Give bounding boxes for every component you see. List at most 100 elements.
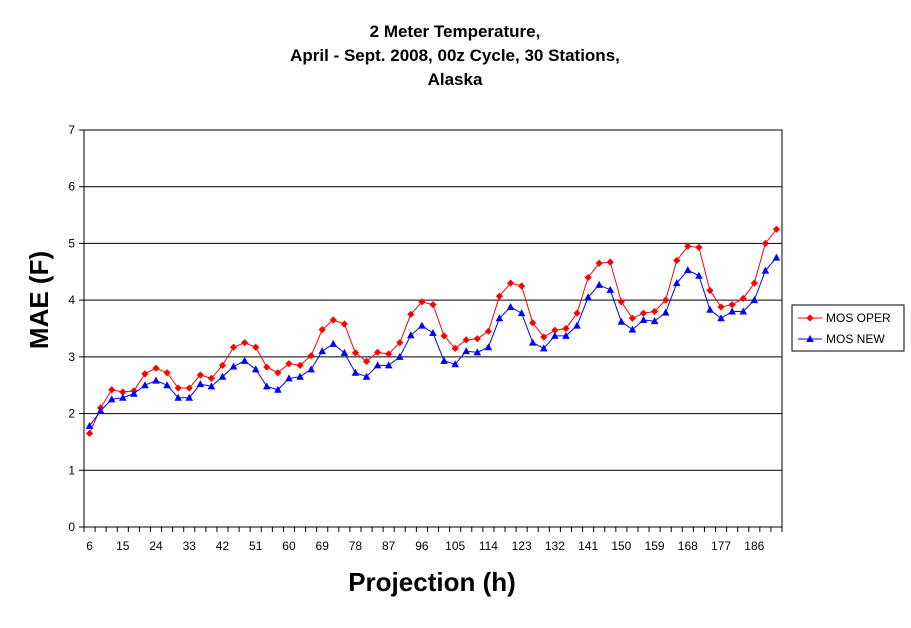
data-point-mos-new (307, 365, 315, 373)
y-tick-label: 3 (68, 350, 75, 364)
legend-swatch-marker (806, 314, 814, 322)
data-point-mos-oper (595, 259, 603, 267)
data-point-mos-new (207, 382, 216, 390)
data-point-mos-oper (385, 350, 393, 358)
data-point-mos-new (462, 347, 471, 355)
data-point-mos-new (174, 393, 182, 401)
x-tick-label: 186 (744, 539, 764, 553)
series-mos-oper (85, 225, 781, 438)
x-tick-label: 168 (678, 539, 698, 553)
y-tick-label: 4 (68, 293, 75, 307)
chart-title: 2 Meter Temperature, April - Sept. 2008, … (290, 22, 620, 89)
data-point-mos-oper (662, 296, 670, 304)
data-point-mos-oper (717, 303, 725, 311)
x-axis-label: Projection (h) (348, 567, 516, 597)
data-point-mos-oper (396, 339, 404, 347)
data-point-mos-new (473, 348, 482, 356)
data-point-mos-new (351, 368, 360, 376)
data-point-mos-oper (119, 388, 127, 396)
data-point-mos-new (672, 279, 681, 287)
y-axis-label: MAE (F) (24, 251, 54, 349)
data-point-mos-oper (695, 243, 703, 251)
data-point-mos-oper (307, 352, 315, 360)
data-point-mos-new (251, 365, 260, 373)
data-point-mos-new (285, 374, 293, 382)
data-point-mos-new (118, 393, 127, 401)
legend-box (791, 304, 905, 352)
data-point-mos-oper (617, 298, 625, 306)
data-point-mos-new (130, 389, 138, 397)
data-point-mos-new (562, 331, 570, 339)
data-point-mos-new (96, 406, 105, 414)
data-point-mos-oper (684, 242, 692, 250)
data-point-mos-new (384, 361, 393, 369)
data-point-mos-new (163, 381, 171, 389)
data-point-mos-new (739, 307, 748, 315)
legend: MOS OPER MOS NEW (791, 304, 905, 352)
data-point-mos-oper (229, 343, 238, 351)
data-point-mos-new (717, 314, 725, 322)
data-point-mos-new (451, 360, 459, 368)
x-tick-label: 15 (116, 539, 130, 553)
data-point-mos-oper (673, 256, 681, 265)
data-point-mos-oper (728, 301, 736, 309)
series-line-mos-new (89, 257, 777, 427)
x-tick-label: 24 (149, 539, 163, 553)
x-tick-label: 123 (512, 539, 532, 553)
data-point-mos-new (240, 356, 249, 364)
legend-item-mos-oper: MOS OPER (798, 311, 891, 325)
data-point-mos-oper (362, 357, 371, 365)
data-point-mos-new (418, 321, 426, 329)
gridlines (84, 129, 782, 471)
data-point-mos-new (141, 381, 149, 389)
data-point-mos-new (506, 302, 515, 310)
data-point-mos-oper (761, 239, 769, 248)
data-point-mos-oper (418, 298, 426, 306)
data-point-mos-new (185, 393, 194, 401)
y-tick-label: 1 (68, 463, 75, 477)
data-point-mos-oper (440, 332, 448, 340)
data-point-mos-new (395, 352, 404, 360)
data-point-mos-new (495, 314, 504, 322)
data-point-mos-oper (263, 363, 271, 371)
data-point-mos-oper (252, 343, 260, 351)
data-point-mos-new (263, 382, 271, 390)
data-point-mos-oper (329, 316, 337, 324)
data-point-mos-oper (85, 429, 94, 438)
data-point-mos-new (318, 347, 327, 355)
data-point-mos-oper (584, 273, 592, 282)
legend-label: MOS OPER (826, 311, 891, 325)
chart-title-line: Alaska (428, 70, 483, 89)
data-point-mos-oper (374, 348, 382, 356)
y-tick-label: 5 (68, 236, 75, 250)
x-tick-label: 87 (382, 539, 396, 553)
data-point-mos-oper (495, 292, 504, 300)
x-tick-label: 132 (545, 539, 565, 553)
x-tick-label: 141 (578, 539, 598, 553)
data-point-mos-oper (185, 384, 193, 392)
data-point-mos-oper (529, 319, 537, 327)
chart-title-line: April - Sept. 2008, 00z Cycle, 30 Statio… (290, 46, 620, 65)
legend-label: MOS NEW (826, 332, 885, 346)
data-point-mos-oper (462, 336, 470, 344)
data-point-mos-oper (285, 360, 293, 368)
data-point-mos-new (296, 372, 304, 380)
data-point-mos-new (340, 348, 349, 356)
x-tick-label: 78 (349, 539, 363, 553)
data-point-mos-oper (750, 279, 758, 287)
x-tick-label: 96 (415, 539, 429, 553)
x-tick-label: 177 (711, 539, 731, 553)
data-series (85, 225, 781, 438)
data-point-mos-new (606, 285, 615, 293)
x-tick-label: 114 (479, 539, 498, 553)
data-point-mos-new (152, 376, 160, 384)
x-tick-label: 42 (216, 539, 230, 553)
x-tick-label: 105 (445, 539, 465, 553)
data-point-mos-oper (551, 326, 559, 334)
data-point-mos-oper (639, 309, 648, 317)
data-point-mos-new (229, 362, 238, 370)
data-point-mos-oper (484, 327, 492, 335)
x-tick-label: 159 (645, 539, 665, 553)
data-point-mos-new (373, 361, 382, 369)
